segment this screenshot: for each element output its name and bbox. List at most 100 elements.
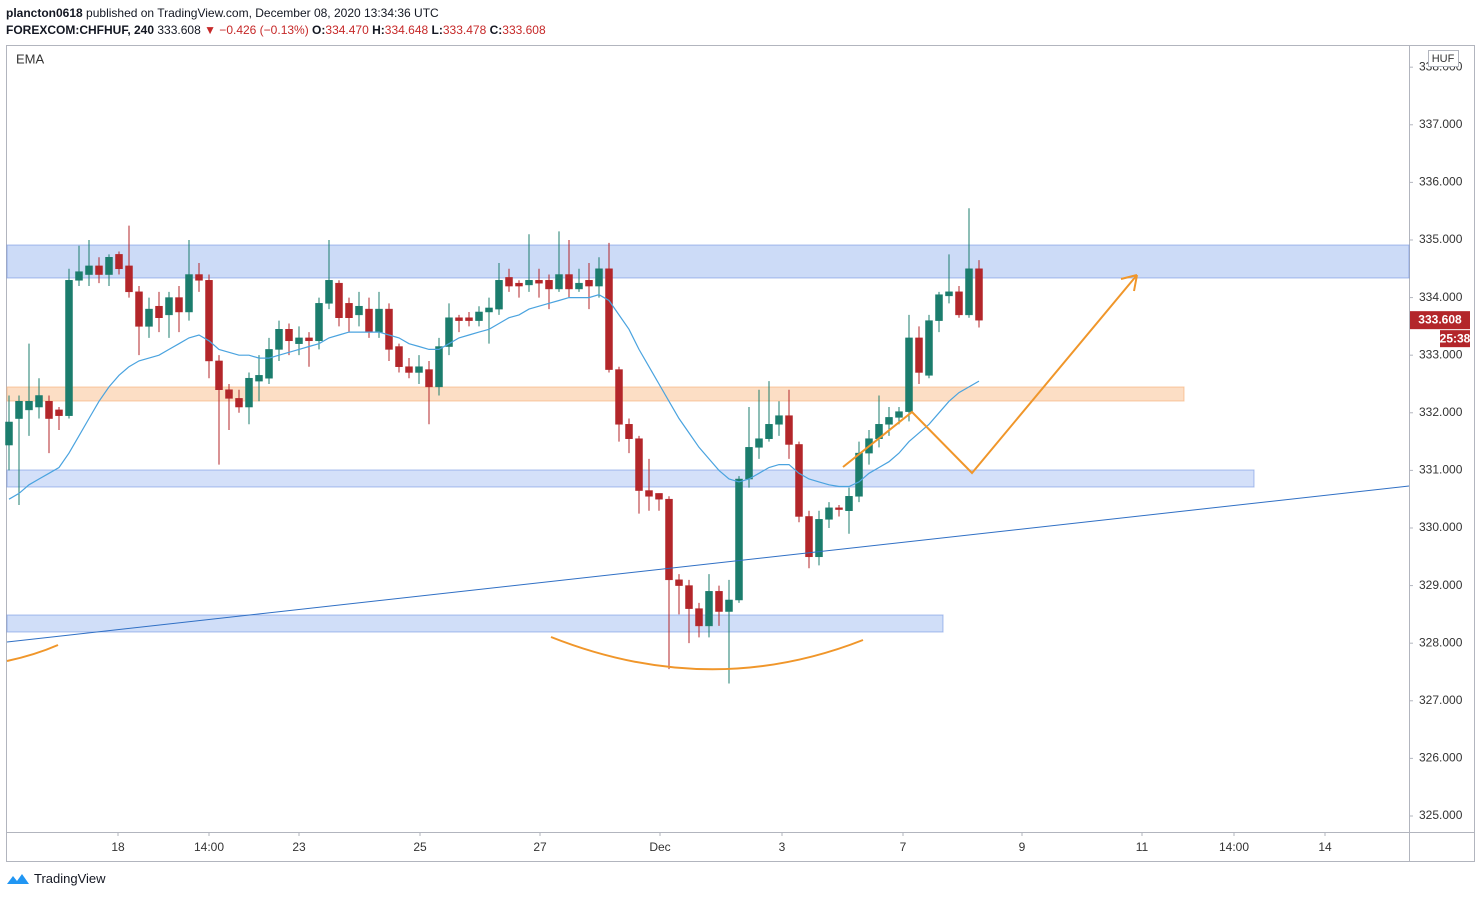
candle-body bbox=[455, 317, 463, 321]
candle-body bbox=[575, 282, 583, 290]
candle-body bbox=[545, 280, 553, 290]
x-tick-label: 11 bbox=[1136, 840, 1149, 854]
candle-body bbox=[735, 478, 743, 601]
y-tick-label: 331.000 bbox=[1419, 463, 1463, 477]
candle-body bbox=[505, 277, 513, 287]
x-tick-label: 18 bbox=[111, 840, 125, 854]
arc bbox=[6, 644, 59, 662]
candle-body bbox=[715, 591, 723, 612]
candle-body bbox=[915, 337, 923, 373]
x-tick-label: 7 bbox=[900, 840, 907, 854]
candle-body bbox=[835, 507, 843, 510]
candle-body bbox=[805, 516, 813, 558]
candle-body bbox=[515, 282, 523, 287]
candle-body bbox=[305, 337, 313, 342]
candle-body bbox=[385, 308, 393, 350]
candle-body bbox=[5, 421, 13, 446]
y-tick-label: 335.000 bbox=[1419, 232, 1463, 246]
x-tick-label: 27 bbox=[533, 840, 547, 854]
candle-body bbox=[275, 329, 283, 350]
candle-body bbox=[15, 401, 23, 419]
footer: TradingView bbox=[6, 871, 106, 886]
candle-body bbox=[235, 398, 243, 408]
chart-frame bbox=[6, 45, 1475, 862]
candle-body bbox=[445, 317, 453, 347]
publish-line: plancton0618 published on TradingView.co… bbox=[6, 6, 439, 20]
candle-body bbox=[525, 280, 533, 286]
countdown: 25:38 bbox=[1440, 331, 1471, 345]
candle-body bbox=[165, 297, 173, 316]
symbol: FOREXCOM:CHFHUF, 240 bbox=[6, 23, 155, 37]
candle-body bbox=[265, 349, 273, 379]
candle-body bbox=[655, 493, 663, 500]
candle-body bbox=[45, 401, 53, 419]
candle-body bbox=[365, 308, 373, 333]
candle-body bbox=[605, 268, 613, 370]
ohlc-value: 334.470 bbox=[325, 23, 369, 37]
projection-arrow bbox=[842, 274, 1138, 475]
change: ▼ −0.426 (−0.13%) bbox=[204, 23, 309, 37]
author: plancton0618 bbox=[6, 6, 83, 20]
resistance-zone bbox=[6, 244, 1410, 279]
candle-body bbox=[965, 268, 973, 316]
y-tick-label: 326.000 bbox=[1419, 751, 1463, 765]
candle-body bbox=[555, 274, 563, 290]
candle-body bbox=[315, 303, 323, 342]
candle-body bbox=[595, 268, 603, 287]
candle-body bbox=[675, 579, 683, 586]
candle-body bbox=[295, 337, 303, 344]
candle-body bbox=[465, 317, 473, 321]
ema-line bbox=[8, 294, 980, 500]
currency: HUF bbox=[1432, 53, 1455, 65]
candle-body bbox=[565, 274, 573, 290]
candle-body bbox=[955, 291, 963, 316]
candle-body bbox=[175, 297, 183, 313]
candle-body bbox=[105, 257, 113, 275]
candle-body bbox=[75, 271, 83, 281]
axes: 325.000 326.000 327.000 328.000 329.000 330.0… bbox=[111, 59, 1470, 854]
support-zone bbox=[6, 469, 1255, 488]
drawings bbox=[6, 274, 1410, 671]
candle-body bbox=[55, 409, 63, 416]
ohlc-value: 333.608 bbox=[502, 23, 546, 37]
candle-body bbox=[625, 424, 633, 439]
currency-badge bbox=[1428, 50, 1459, 67]
candle-body bbox=[345, 303, 353, 318]
candle-body bbox=[435, 346, 443, 388]
candle-body bbox=[405, 366, 413, 373]
candle-body bbox=[355, 305, 363, 316]
x-tick-label: 3 bbox=[779, 840, 786, 854]
candle-body bbox=[745, 447, 753, 480]
candle-body bbox=[335, 282, 343, 318]
ohlc-label: L: bbox=[431, 23, 443, 37]
countdown-box bbox=[1440, 330, 1470, 348]
last-price-box bbox=[1410, 311, 1470, 330]
candle-body bbox=[645, 490, 653, 497]
candle-body bbox=[95, 265, 103, 275]
candle-body bbox=[485, 307, 493, 313]
x-tick-label: 25 bbox=[413, 840, 427, 854]
symbol-line: FOREXCOM:CHFHUF, 240 333.608 ▼ −0.426 (−… bbox=[6, 23, 546, 37]
x-tick-label: 14 bbox=[1318, 840, 1332, 854]
y-tick-label: 337.000 bbox=[1419, 117, 1463, 131]
arc bbox=[550, 636, 864, 671]
candle-body bbox=[115, 254, 123, 270]
last-price: 333.608 bbox=[1418, 312, 1462, 326]
candle-body bbox=[815, 519, 823, 558]
candle-body bbox=[945, 291, 953, 297]
zones bbox=[6, 244, 1410, 633]
support-zone bbox=[6, 614, 944, 633]
candle-body bbox=[415, 366, 423, 373]
x-tick-label: 14:00 bbox=[194, 840, 224, 854]
candle-body bbox=[935, 294, 943, 321]
y-tick-label: 325.000 bbox=[1419, 808, 1463, 822]
candle-body bbox=[795, 444, 803, 517]
logo bbox=[7, 873, 29, 884]
candle-body bbox=[375, 308, 383, 333]
candle-body bbox=[135, 291, 143, 327]
x-tick-label: Dec bbox=[649, 840, 670, 854]
marks bbox=[5, 208, 983, 684]
candle-body bbox=[765, 424, 773, 439]
candle-body bbox=[855, 452, 863, 497]
brand: TradingView bbox=[34, 871, 106, 886]
